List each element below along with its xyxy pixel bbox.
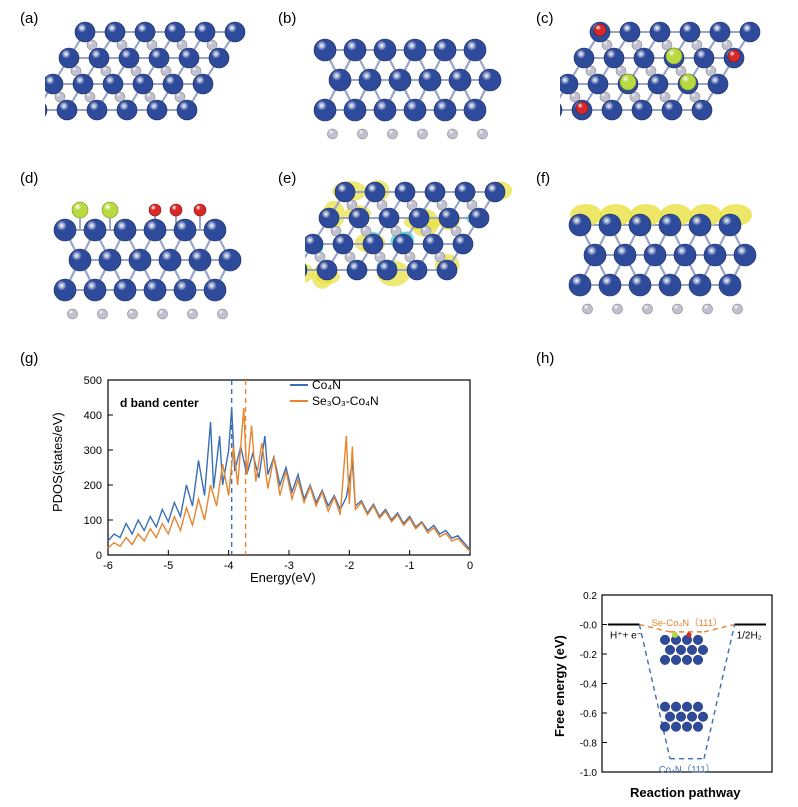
pdos-legend: Co₄N Se₃O₃-Co₄N bbox=[290, 378, 379, 410]
fe-ylabel: Free energy (eV) bbox=[552, 635, 567, 737]
pdos-ylabel: PDOS(states/eV) bbox=[50, 412, 65, 512]
legend-item: Co₄N bbox=[290, 378, 379, 392]
pdos-title: d band center bbox=[120, 396, 199, 410]
svg-text:-0.0: -0.0 bbox=[580, 621, 598, 632]
panel-label-d: (d) bbox=[20, 170, 38, 187]
svg-text:H⁺+ e⁻: H⁺+ e⁻ bbox=[610, 631, 642, 642]
svg-text:-6: -6 bbox=[103, 560, 113, 572]
fe-xlabel: Reaction pathway bbox=[630, 785, 741, 800]
svg-text:300: 300 bbox=[84, 445, 102, 457]
svg-text:0: 0 bbox=[96, 550, 102, 562]
panel-label-f: (f) bbox=[536, 170, 550, 187]
svg-text:-0.8: -0.8 bbox=[580, 739, 598, 750]
panel-label-c: (c) bbox=[536, 10, 554, 27]
panel-label-g: (g) bbox=[20, 350, 38, 367]
svg-text:-0.6: -0.6 bbox=[580, 709, 598, 720]
svg-text:0: 0 bbox=[467, 560, 473, 572]
pdos-xlabel: Energy(eV) bbox=[250, 570, 316, 585]
panel-label-h: (h) bbox=[536, 350, 554, 367]
svg-text:Se-Co₄N（111）: Se-Co₄N（111） bbox=[651, 617, 722, 629]
free-energy-chart: -1.0 -0.8 -0.6 -0.4 -0.2 -0.0 0.2 H⁺+ e⁻ 1/2H₂ Se… bbox=[560, 587, 780, 802]
svg-text:Co₄N（111）: Co₄N（111） bbox=[659, 764, 715, 776]
structure-c bbox=[560, 12, 780, 157]
pdos-chart: -6-5-4-3-2-100100200300400500 d band cen… bbox=[60, 372, 480, 587]
svg-text:-5: -5 bbox=[163, 560, 173, 572]
svg-text:-2: -2 bbox=[344, 560, 354, 572]
svg-text:400: 400 bbox=[84, 410, 102, 422]
svg-text:-4: -4 bbox=[224, 560, 234, 572]
svg-text:-1.0: -1.0 bbox=[580, 768, 598, 779]
svg-text:500: 500 bbox=[84, 375, 102, 387]
svg-text:-0.4: -0.4 bbox=[580, 680, 598, 691]
charge-density-f bbox=[560, 175, 780, 325]
svg-text:0.2: 0.2 bbox=[583, 591, 597, 602]
svg-text:100: 100 bbox=[84, 515, 102, 527]
panel-label-e: (e) bbox=[278, 170, 296, 187]
charge-density-e bbox=[305, 172, 525, 322]
panel-label-b: (b) bbox=[278, 10, 296, 27]
structure-b bbox=[305, 20, 515, 155]
structure-a bbox=[45, 12, 265, 157]
structure-d bbox=[45, 175, 255, 325]
svg-text:200: 200 bbox=[84, 480, 102, 492]
svg-text:-1: -1 bbox=[405, 560, 415, 572]
svg-text:1/2H₂: 1/2H₂ bbox=[737, 631, 762, 642]
legend-item: Se₃O₃-Co₄N bbox=[290, 394, 379, 408]
panel-label-a: (a) bbox=[20, 10, 38, 27]
svg-text:-0.2: -0.2 bbox=[580, 650, 598, 661]
